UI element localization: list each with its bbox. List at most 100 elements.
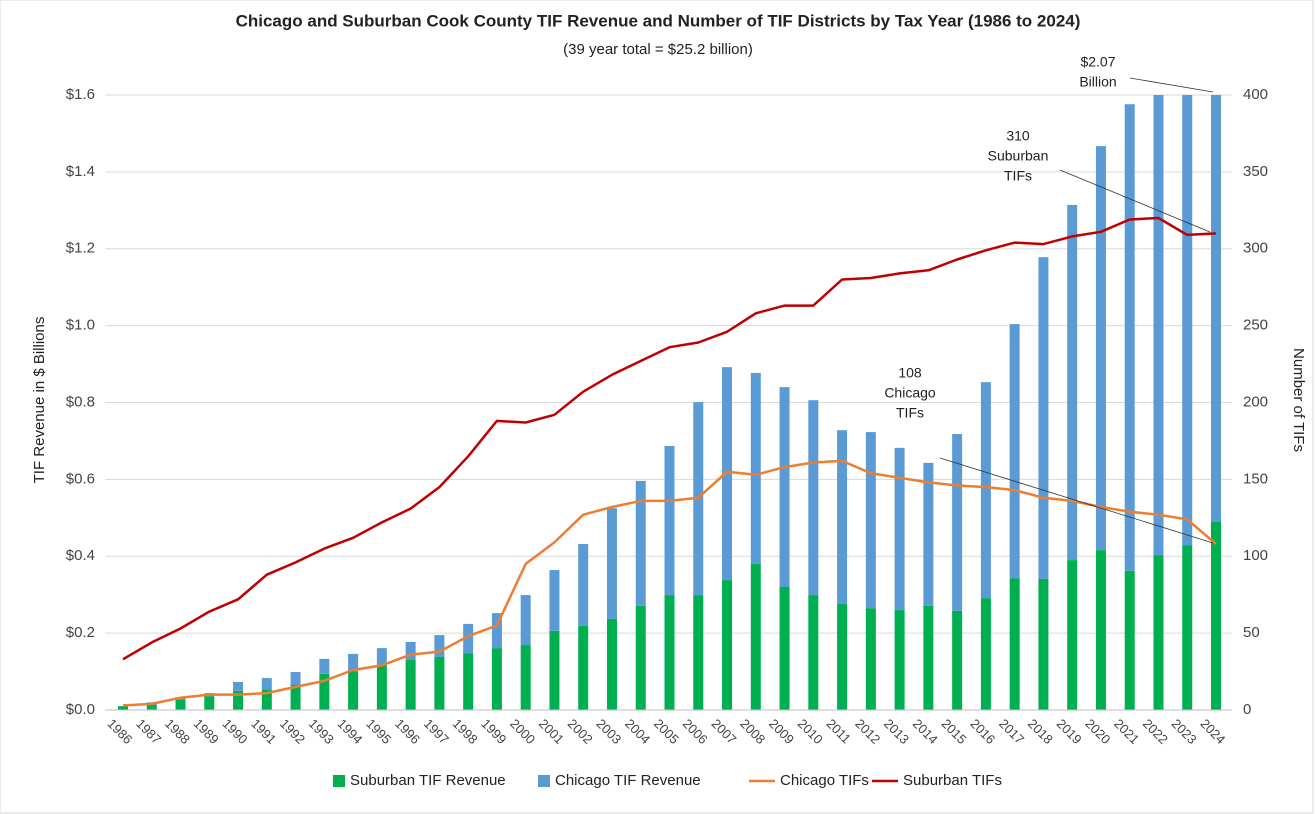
y-tick-label: $0.4 bbox=[66, 547, 95, 564]
y2-tick-label: 200 bbox=[1243, 393, 1268, 410]
x-tick-label: 1989 bbox=[191, 716, 222, 747]
bar bbox=[1009, 578, 1020, 710]
bar bbox=[980, 382, 991, 599]
bar bbox=[261, 678, 272, 691]
plot-area bbox=[118, 95, 1221, 710]
bar bbox=[233, 690, 244, 710]
annotation: $2.07 bbox=[1080, 54, 1115, 70]
bar bbox=[1095, 550, 1106, 710]
y-tick-label: $0.2 bbox=[66, 624, 95, 641]
bar bbox=[1038, 257, 1049, 579]
x-tick-label: 2004 bbox=[622, 716, 653, 747]
annotation-leader bbox=[1129, 77, 1214, 93]
bar bbox=[348, 653, 359, 672]
bar bbox=[808, 400, 819, 596]
annotation-leader bbox=[1059, 169, 1211, 233]
bar bbox=[750, 563, 761, 710]
bar bbox=[118, 706, 128, 710]
bar bbox=[1067, 560, 1078, 710]
bar bbox=[578, 625, 589, 710]
bar bbox=[664, 595, 675, 710]
x-tick-label: 2008 bbox=[737, 716, 768, 747]
bar bbox=[952, 434, 963, 611]
bar bbox=[520, 645, 531, 710]
bar bbox=[750, 372, 761, 564]
x-tick-label: 2021 bbox=[1111, 716, 1142, 747]
y2-tick-label: 300 bbox=[1243, 240, 1268, 257]
x-tick-label: 2023 bbox=[1169, 716, 1200, 747]
x-tick-label: 2022 bbox=[1140, 716, 1171, 747]
bar bbox=[952, 610, 963, 710]
bar bbox=[405, 641, 416, 661]
x-tick-label: 2018 bbox=[1025, 716, 1056, 747]
bar bbox=[837, 430, 848, 604]
bar bbox=[376, 665, 387, 710]
bar bbox=[1009, 324, 1020, 579]
bar bbox=[1182, 545, 1193, 710]
bar bbox=[549, 570, 560, 631]
bar bbox=[1124, 570, 1135, 710]
y2-axis-title: Number of TIFs bbox=[1290, 348, 1307, 452]
x-tick-label: 2002 bbox=[565, 716, 596, 747]
x-tick-label: 2024 bbox=[1197, 716, 1228, 747]
y-tick-label: $1.2 bbox=[66, 240, 95, 257]
bar bbox=[434, 635, 445, 657]
bar bbox=[722, 367, 733, 581]
line bbox=[122, 216, 1217, 661]
bar bbox=[779, 387, 790, 587]
bar bbox=[434, 656, 445, 710]
y2-tick-label: 250 bbox=[1243, 317, 1268, 334]
bar bbox=[233, 681, 244, 691]
bar bbox=[606, 508, 617, 619]
bar bbox=[837, 603, 848, 710]
x-tick-label: 2013 bbox=[881, 716, 912, 747]
legend-label: Suburban TIF Revenue bbox=[350, 772, 506, 789]
bar bbox=[693, 595, 704, 710]
bar bbox=[1211, 95, 1221, 522]
bar bbox=[1153, 95, 1164, 556]
bar bbox=[549, 630, 560, 710]
bar bbox=[865, 432, 876, 609]
x-tick-label: 1994 bbox=[335, 716, 366, 747]
x-tick-label: 1999 bbox=[478, 716, 509, 747]
bar bbox=[779, 587, 790, 710]
bar bbox=[261, 690, 272, 710]
x-tick-label: 2015 bbox=[939, 716, 970, 747]
bar bbox=[865, 608, 876, 710]
annotation: 108 bbox=[898, 365, 922, 381]
y2-tick-label: 50 bbox=[1243, 624, 1260, 641]
y-tick-label: $0.8 bbox=[66, 393, 95, 410]
x-tick-label: 2016 bbox=[967, 716, 998, 747]
bar bbox=[520, 595, 531, 646]
x-tick-label: 2009 bbox=[766, 716, 797, 747]
legend-label: Suburban TIFs bbox=[903, 772, 1002, 789]
x-tick-label: 2003 bbox=[593, 716, 624, 747]
y2-tick-label: 400 bbox=[1243, 86, 1268, 103]
bar bbox=[808, 595, 819, 710]
x-tick-label: 1996 bbox=[392, 716, 423, 747]
legend-label: Chicago TIF Revenue bbox=[555, 772, 701, 789]
x-tick-label: 2011 bbox=[824, 716, 854, 746]
x-tick-label: 1992 bbox=[277, 716, 308, 747]
bar bbox=[1153, 555, 1164, 710]
bar bbox=[376, 648, 387, 666]
y2-tick-label: 150 bbox=[1243, 470, 1268, 487]
bar bbox=[1182, 95, 1193, 546]
y-tick-label: $1.0 bbox=[66, 317, 95, 334]
bar bbox=[491, 648, 502, 710]
x-tick-label: 1986 bbox=[104, 716, 135, 747]
bar bbox=[405, 660, 416, 710]
x-tick-label: 2000 bbox=[507, 716, 538, 747]
x-tick-label: 2012 bbox=[852, 716, 883, 747]
x-tick-label: 1990 bbox=[220, 716, 251, 747]
x-tick-label: 1995 bbox=[363, 716, 394, 747]
bar bbox=[722, 580, 733, 710]
annotation: Suburban bbox=[988, 148, 1049, 164]
x-tick-label: 1993 bbox=[306, 716, 337, 747]
bar bbox=[894, 610, 905, 710]
y2-tick-label: 350 bbox=[1243, 163, 1268, 180]
x-tick-label: 1997 bbox=[421, 716, 452, 747]
annotation: 310 bbox=[1006, 128, 1030, 144]
x-tick-label: 1987 bbox=[133, 716, 164, 747]
